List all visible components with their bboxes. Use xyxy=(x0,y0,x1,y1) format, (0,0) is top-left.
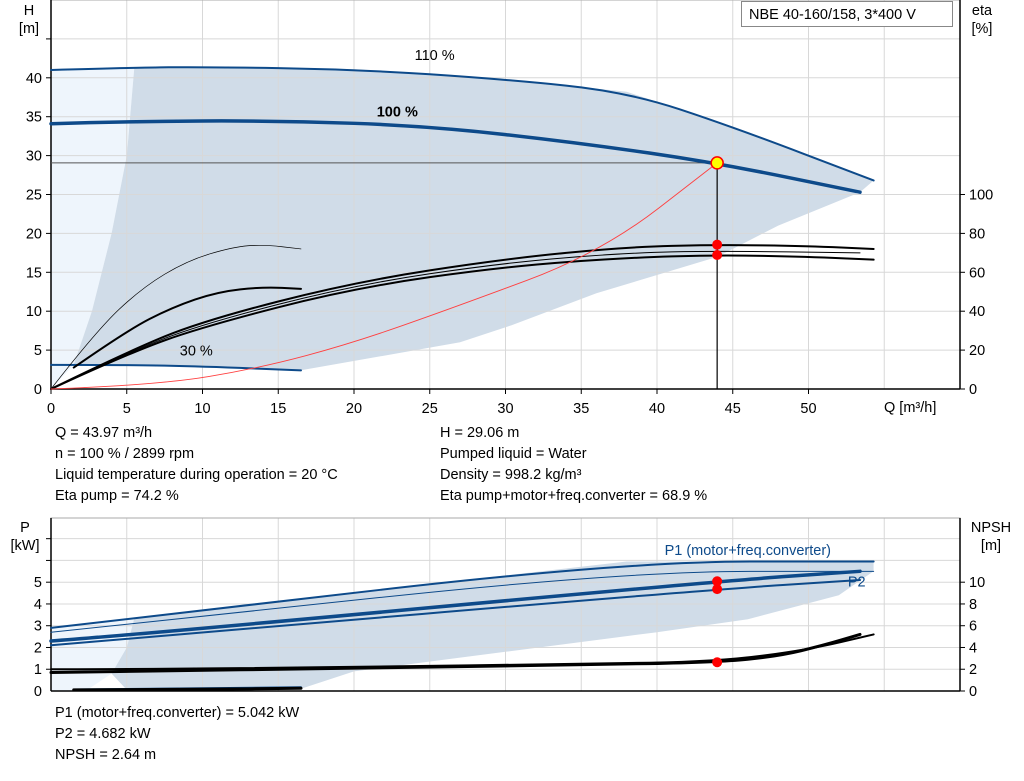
series-curve-npsh-6 xyxy=(50,633,875,671)
y-tick-label: 1 xyxy=(34,662,42,678)
operating-range-light xyxy=(51,67,135,389)
head-efficiency-plot: 0 5 10 15 20 25 30 35 40 0 20 40 60 80 100 0 5 10 15 20 25 30… xyxy=(26,0,993,417)
y2-tick-label: 0 xyxy=(969,382,977,398)
series-curve-eta-4 xyxy=(72,286,302,369)
eta-pump-marker xyxy=(712,239,723,250)
operating-range xyxy=(73,66,874,371)
y2-tick-label: 0 xyxy=(969,684,977,700)
info-npsh: NPSH = 2.64 m xyxy=(55,747,157,763)
series-curve-eta-6 xyxy=(50,254,875,390)
y-tick-label: 5 xyxy=(34,343,42,359)
y2-tick-label: 2 xyxy=(969,662,977,678)
y-axis-label-head: H [m] xyxy=(14,2,44,38)
info-pumped-liquid: Pumped liquid = Water xyxy=(440,446,587,462)
series-curve-p-2 xyxy=(49,569,862,643)
y-tick-label: 5 xyxy=(34,575,42,591)
y2-axis-label-line2: [%] xyxy=(971,21,993,37)
y2-tick-label: 4 xyxy=(969,640,977,656)
y2-tick-label: 40 xyxy=(969,304,985,320)
x-axis-label: Q [m³/h] xyxy=(884,400,937,416)
y2-tick-label: 80 xyxy=(969,226,985,242)
y-axis-label-line2: [kW] xyxy=(10,538,40,554)
info-top-left: Q = 43.97 m³/h n = 100 % / 2899 rpm Liqu… xyxy=(55,423,338,507)
y-axis-label-power: P [kW] xyxy=(6,519,44,555)
x-tick-label: 10 xyxy=(194,401,210,417)
y-tick-label: 3 xyxy=(34,619,42,635)
series-curve-npsh-5 xyxy=(49,632,862,675)
info-speed: n = 100 % / 2899 rpm xyxy=(55,446,195,462)
series-curve-eta-3 xyxy=(50,244,302,390)
curve-label: P2 xyxy=(848,575,866,591)
series-curve-h-1 xyxy=(49,119,862,194)
info-p1: P1 (motor+freq.converter) = 5.042 kW xyxy=(55,705,300,721)
y-tick-label: 25 xyxy=(26,188,42,204)
y-tick-label: 20 xyxy=(26,226,42,242)
series-curve-h-2 xyxy=(50,363,302,372)
y2-axis-label-npsh: NPSH [m] xyxy=(966,519,1016,555)
y-axis-label-line1: H xyxy=(23,3,35,19)
eta-total-marker xyxy=(712,249,723,260)
y2-axis-label-line1: eta xyxy=(971,3,993,19)
y2-tick-label: 100 xyxy=(969,188,993,204)
npsh-marker xyxy=(712,657,723,668)
info-bottom: P1 (motor+freq.converter) = 5.042 kW P2 … xyxy=(55,703,299,766)
chart-title-box: NBE 40-160/158, 3*400 V xyxy=(741,1,953,27)
curve-label: 30 % xyxy=(180,344,213,360)
info-top-right: H = 29.06 m Pumped liquid = Water Densit… xyxy=(440,423,707,507)
y-tick-label: 10 xyxy=(26,304,42,320)
info-liquid-temperature: Liquid temperature during operation = 20… xyxy=(55,467,338,483)
y2-tick-label: 6 xyxy=(969,619,977,635)
y2-tick-label: 8 xyxy=(969,597,977,613)
x-tick-label: 50 xyxy=(800,401,816,417)
curve-label: 100 % xyxy=(377,105,418,121)
y2-axis-label-line1: NPSH xyxy=(970,520,1012,536)
series-curve-p-0 xyxy=(50,560,875,629)
series-curve-eta-5 xyxy=(50,244,875,390)
curve-label: 110 % xyxy=(415,48,455,64)
y-tick-label: 30 xyxy=(26,149,42,165)
y-tick-label: 0 xyxy=(34,382,42,398)
info-head: H = 29.06 m xyxy=(440,425,520,441)
power-npsh-plot: 0 1 2 3 4 5 0 2 4 6 8 10 P1 (motor+freq.converter) P2 xyxy=(34,517,985,700)
y-tick-label: 4 xyxy=(34,597,42,613)
info-flow: Q = 43.97 m³/h xyxy=(55,425,153,441)
series-curve-npsh-7 xyxy=(72,686,303,692)
y-tick-label: 35 xyxy=(26,110,42,126)
series-curve-p-3 xyxy=(50,579,862,647)
info-density: Density = 998.2 kg/m³ xyxy=(440,467,582,483)
y-tick-label: 2 xyxy=(34,640,42,656)
series-curve-h-0 xyxy=(50,66,875,182)
series-curve-p-1 xyxy=(50,570,875,633)
info-p2: P2 = 4.682 kW xyxy=(55,726,151,742)
series-curve-h-8 xyxy=(50,162,718,390)
y2-axis-label-eta: eta [%] xyxy=(965,2,999,38)
y-axis-label-line2: [m] xyxy=(18,21,40,37)
x-tick-label: 0 xyxy=(47,401,55,417)
p2-marker xyxy=(712,584,723,595)
x-tick-label: 20 xyxy=(346,401,362,417)
y2-tick-label: 20 xyxy=(969,343,985,359)
x-tick-label: 15 xyxy=(270,401,286,417)
info-eta-total: Eta pump+motor+freq.converter = 68.9 % xyxy=(440,488,708,504)
x-tick-label: 45 xyxy=(725,401,741,417)
y-tick-label: 0 xyxy=(34,684,42,700)
y2-tick-label: 60 xyxy=(969,265,985,281)
x-tick-label: 40 xyxy=(649,401,665,417)
y2-axis-label-line2: [m] xyxy=(980,538,1002,554)
y-tick-label: 15 xyxy=(26,265,42,281)
info-eta-pump: Eta pump = 74.2 % xyxy=(55,488,179,504)
x-tick-label: 25 xyxy=(422,401,438,417)
p1-marker xyxy=(712,576,723,587)
y-tick-label: 40 xyxy=(26,71,42,87)
duty-point-marker xyxy=(710,156,724,170)
series-curve-eta-7 xyxy=(50,250,861,390)
y-axis-label-line1: P xyxy=(20,520,30,536)
x-tick-label: 5 xyxy=(123,401,131,417)
x-tick-label: 30 xyxy=(497,401,513,417)
curve-label: P1 (motor+freq.converter) xyxy=(665,543,831,559)
y2-tick-label: 10 xyxy=(969,575,985,591)
x-tick-label: 35 xyxy=(573,401,589,417)
